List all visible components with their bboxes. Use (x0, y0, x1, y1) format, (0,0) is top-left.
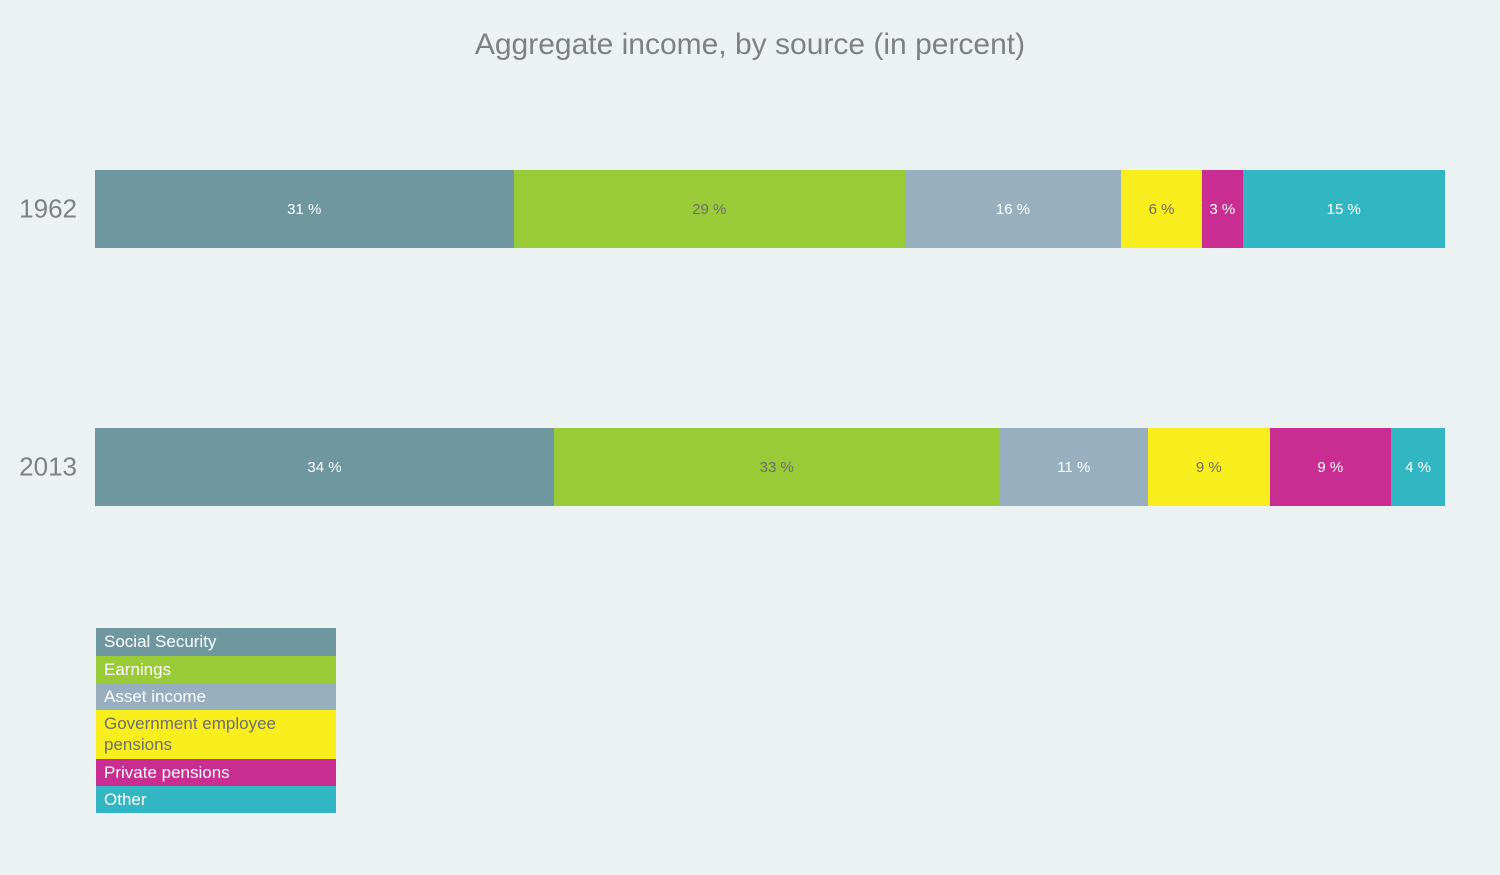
legend-item-private-pensions: Private pensions (96, 759, 336, 786)
legend: Social Security Earnings Asset income Go… (96, 628, 336, 813)
segment-other: 4 % (1391, 428, 1445, 506)
bar-row: 1962 31 % 29 % 16 % 6 % 3 % 15 % (95, 170, 1445, 248)
legend-item-social-security: Social Security (96, 628, 336, 655)
segment-private-pensions: 9 % (1270, 428, 1392, 506)
segment-earnings: 33 % (554, 428, 1000, 506)
legend-item-earnings: Earnings (96, 656, 336, 683)
segment-other: 15 % (1243, 170, 1446, 248)
segment-social-security: 31 % (95, 170, 514, 248)
segment-earnings: 29 % (514, 170, 906, 248)
segment-gov-pensions: 9 % (1148, 428, 1270, 506)
legend-item-other: Other (96, 786, 336, 813)
segment-gov-pensions: 6 % (1121, 170, 1202, 248)
bars-area: 1962 31 % 29 % 16 % 6 % 3 % 15 % 2013 34… (95, 170, 1445, 506)
segment-asset-income: 11 % (1000, 428, 1149, 506)
bar-track: 34 % 33 % 11 % 9 % 9 % 4 % (95, 428, 1445, 506)
chart-title: Aggregate income, by source (in percent) (0, 0, 1500, 62)
segment-asset-income: 16 % (905, 170, 1121, 248)
legend-item-asset-income: Asset income (96, 683, 336, 710)
bar-track: 31 % 29 % 16 % 6 % 3 % 15 % (95, 170, 1445, 248)
legend-item-gov-pensions: Government employee pensions (96, 710, 336, 759)
segment-social-security: 34 % (95, 428, 554, 506)
bar-row: 2013 34 % 33 % 11 % 9 % 9 % 4 % (95, 428, 1445, 506)
segment-private-pensions: 3 % (1202, 170, 1243, 248)
